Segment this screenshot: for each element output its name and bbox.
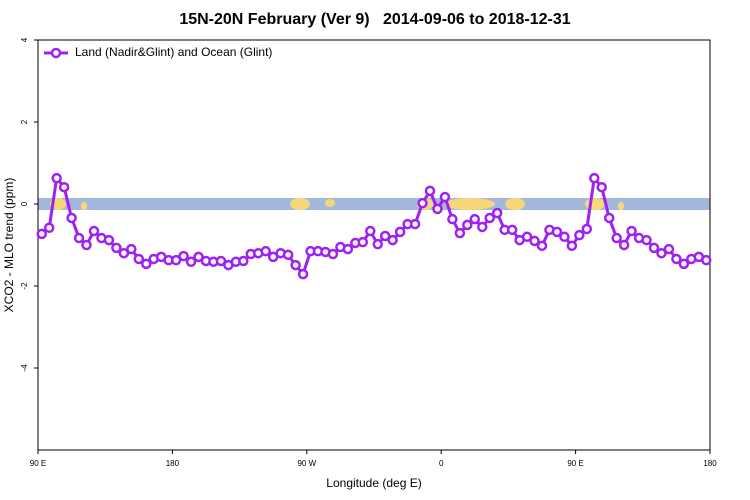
land-patch [445,198,495,210]
y-tick-label: -2 [20,282,29,290]
y-tick-label: 2 [20,119,29,124]
land-patch [81,202,87,210]
data-point [238,255,249,267]
data-point [469,213,481,225]
data-point [678,258,690,270]
data-point [81,239,92,251]
data-point [581,223,593,235]
data-point [170,254,182,266]
data-point [574,229,585,241]
data-point [126,243,137,255]
data-point [618,239,630,251]
data-point [178,250,189,262]
data-point [185,256,197,268]
data-point [66,212,77,224]
data-point [551,226,563,238]
data-point [454,227,466,239]
x-tick-label: 90 W [297,459,316,468]
data-point [290,259,301,271]
data-point [671,253,682,265]
land-patch [585,198,605,210]
data-point [215,255,227,267]
data-point [133,253,145,265]
data-point [521,231,533,243]
data-point [193,251,204,263]
data-point [88,225,100,237]
data-point [611,232,622,244]
x-tick-label: 90 E [30,459,46,468]
data-point [432,203,443,215]
data-point [297,268,309,280]
data-point [327,248,339,260]
data-point [73,232,85,244]
data-point [141,258,152,270]
legend-marker [50,47,62,59]
data-point [51,172,62,184]
data-point [641,234,652,246]
data-point [43,222,55,234]
y-axis-label: XCO2 - MLO trend (ppm) [2,178,16,313]
x-axis-label: Longitude (deg E) [326,476,421,490]
data-point [342,243,354,255]
data-point [282,249,294,261]
land-patch [505,198,525,210]
data-point [663,243,675,255]
data-point [379,230,391,242]
data-point [58,181,70,193]
y-tick-label: -4 [20,364,29,372]
data-point [656,247,667,259]
data-point [365,225,376,237]
land-patch [290,198,310,210]
data-point [417,197,428,209]
data-point [36,228,47,240]
data-point [536,240,548,252]
chart-title: 15N-20N February (Ver 9) 2014-09-06 to 2… [179,11,570,28]
y-tick-label: 0 [20,201,29,206]
x-tick-label: 0 [439,459,444,468]
data-point [424,185,436,197]
land-patch [618,202,624,210]
x-tick-label: 180 [166,459,180,468]
data-point [648,242,660,254]
data-point [111,242,122,254]
land-patch [325,199,335,207]
land-ocean-band [38,198,710,210]
data-point [439,191,451,203]
data-point [529,235,540,247]
x-tick-label: 180 [703,459,717,468]
data-point [596,181,607,193]
data-point [372,238,383,250]
data-point [559,231,570,243]
data-point [357,236,369,248]
ocean-band [38,198,710,210]
data-point [387,234,398,246]
data-point [260,245,271,257]
data-point [506,224,518,236]
y-tick-label: 4 [20,37,29,42]
data-point [118,247,130,259]
data-point [603,212,615,224]
data-point [477,221,488,233]
data-point [462,219,473,231]
data-point [626,225,637,237]
plot-frame [37,39,711,451]
data-point [409,218,421,230]
data-point [566,240,578,252]
data-point [491,207,503,219]
data-point [103,234,115,246]
data-point [447,213,458,225]
legend-label: Land (Nadir&Glint) and Ocean (Glint) [75,45,272,59]
x-tick-label: 90 E [567,459,583,468]
data-point [701,254,712,266]
data-point [484,212,495,224]
data-point [394,226,406,238]
data-point [589,172,600,184]
